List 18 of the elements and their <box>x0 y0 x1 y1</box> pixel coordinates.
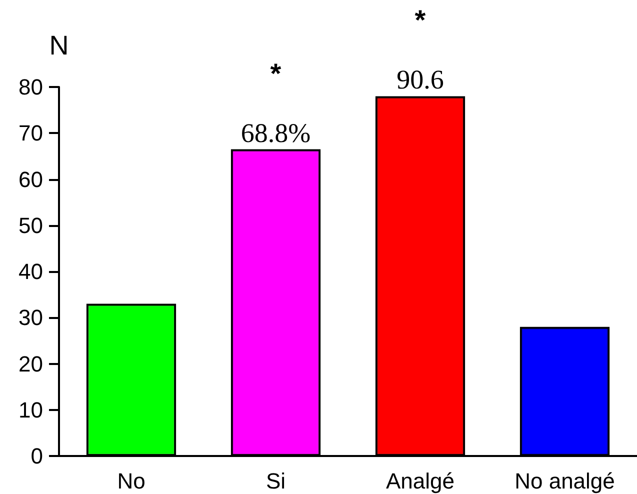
x-tick-label: Analgé <box>386 468 455 494</box>
x-tick-label: No <box>117 468 146 494</box>
y-tick-label: 0 <box>30 444 43 468</box>
y-tick-label: 20 <box>18 351 43 376</box>
y-axis-title: N <box>49 30 69 60</box>
y-tick-label: 10 <box>18 397 43 422</box>
annotation: * <box>414 4 426 36</box>
y-tick-label: 60 <box>18 166 43 192</box>
x-tick-label: No analgé <box>514 468 615 494</box>
y-tick-label: 30 <box>18 305 43 330</box>
y-tick-label: 40 <box>18 259 43 284</box>
annotation: * <box>270 58 282 89</box>
x-tick-label: Si <box>266 468 286 494</box>
y-tick-label: 70 <box>18 120 43 146</box>
annotation: 68.8% <box>240 118 311 148</box>
annotation: 90.6 <box>396 64 444 95</box>
y-tick-label: 80 <box>18 74 43 100</box>
y-tick-label: 50 <box>18 212 43 238</box>
